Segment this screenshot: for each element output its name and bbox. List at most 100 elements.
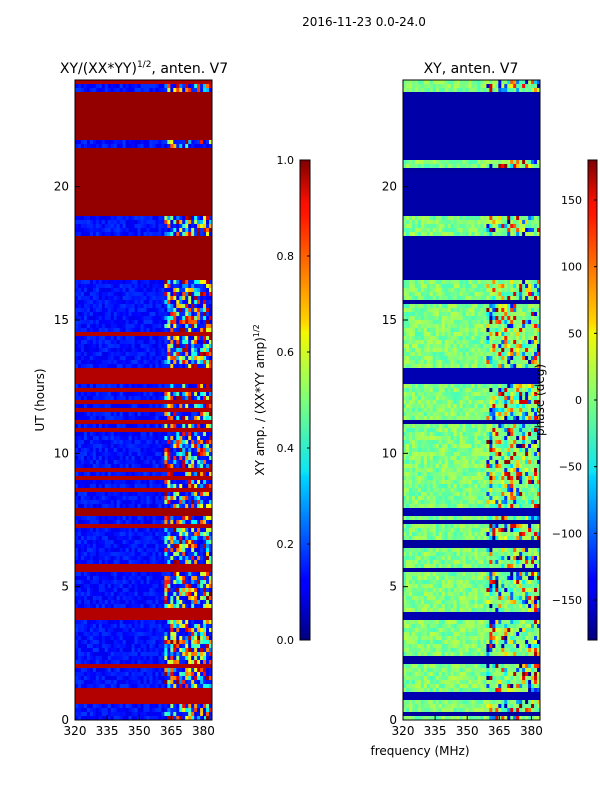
heatmap-cell (206, 480, 210, 485)
heatmap-cell (176, 164, 180, 169)
heatmap-cell (164, 444, 168, 449)
heatmap-cell (140, 468, 145, 473)
heatmap-cell (140, 388, 145, 393)
heatmap-cell (95, 500, 100, 505)
heatmap-cell (185, 132, 189, 137)
heatmap-cell (86, 88, 91, 93)
heatmap-cell (134, 316, 139, 321)
heatmap-cell (113, 496, 118, 501)
heatmap-cell (101, 140, 106, 145)
heatmap-cell (146, 372, 151, 377)
heatmap-cell (179, 196, 183, 201)
heatmap-cell (206, 312, 210, 317)
heatmap-cell (134, 424, 139, 429)
heatmap-cell (143, 432, 148, 437)
heatmap-cell (146, 292, 151, 297)
heatmap-cell (119, 372, 124, 377)
heatmap-cell (200, 492, 204, 497)
heatmap-cell (206, 256, 210, 261)
heatmap-cell (197, 400, 201, 405)
heatmap-cell (75, 216, 79, 221)
heatmap-cell (140, 392, 145, 397)
heatmap-cell (122, 256, 127, 261)
heatmap-cell (95, 284, 100, 289)
heatmap-cell (131, 364, 136, 369)
heatmap-cell (80, 184, 85, 189)
heatmap-cell (131, 256, 136, 261)
heatmap-cell (80, 336, 85, 341)
heatmap-cell (95, 260, 100, 265)
heatmap-cell (209, 172, 212, 177)
heatmap-cell (146, 400, 151, 405)
heatmap-cell (155, 132, 159, 137)
heatmap-cell (143, 272, 148, 277)
heatmap-cell (80, 452, 85, 457)
heatmap-cell (89, 408, 94, 413)
heatmap-cell (89, 324, 94, 329)
heatmap-cell (137, 472, 142, 477)
heatmap-cell (101, 200, 106, 205)
heatmap-cell (176, 396, 180, 401)
heatmap-cell (194, 368, 198, 373)
heatmap-cell (203, 400, 207, 405)
heatmap-cell (125, 172, 130, 177)
heatmap-cell (140, 476, 145, 481)
heatmap-cell (104, 116, 109, 121)
heatmap-cell (95, 140, 100, 145)
heatmap-cell (98, 308, 103, 313)
heatmap-cell (140, 172, 145, 177)
heatmap-cell (89, 116, 94, 121)
heatmap-cell (122, 308, 127, 313)
heatmap-cell (143, 184, 148, 189)
heatmap-cell (143, 264, 148, 269)
heatmap-cell (128, 128, 133, 133)
heatmap-cell (83, 444, 88, 449)
heatmap-cell (197, 396, 201, 401)
heatmap-cell (203, 492, 207, 497)
heatmap-cell (206, 104, 210, 109)
heatmap-cell (161, 128, 165, 133)
heatmap-cell (188, 320, 192, 325)
heatmap-cell (158, 508, 162, 513)
heatmap-cell (143, 176, 148, 181)
heatmap-cell (161, 112, 165, 117)
heatmap-cell (191, 464, 195, 469)
heatmap-cell (128, 476, 133, 481)
heatmap-cell (92, 196, 97, 201)
heatmap-cell (146, 208, 151, 213)
heatmap-cell (98, 376, 103, 381)
heatmap-cell (203, 280, 207, 285)
heatmap-cell (182, 284, 186, 289)
heatmap-cell (86, 264, 91, 269)
heatmap-cell (95, 432, 100, 437)
heatmap-cell (200, 192, 204, 197)
heatmap-cell (89, 424, 94, 429)
heatmap-cell (203, 192, 207, 197)
heatmap-cell (122, 180, 127, 185)
heatmap-cell (107, 320, 112, 325)
heatmap-cell (155, 372, 159, 377)
heatmap-cell (161, 252, 165, 257)
heatmap-cell (140, 80, 145, 85)
heatmap-cell (98, 300, 103, 305)
heatmap-cell (158, 348, 162, 353)
heatmap-cell (188, 368, 192, 373)
heatmap-cell (149, 168, 154, 173)
heatmap-cell (113, 480, 118, 485)
heatmap-cell (125, 200, 130, 205)
heatmap-cell (107, 84, 112, 89)
heatmap-cell (80, 104, 85, 109)
heatmap-cell (128, 364, 133, 369)
heatmap-cell (89, 476, 94, 481)
heatmap-cell (92, 140, 97, 145)
heatmap-cell (140, 496, 145, 501)
heatmap-cell (158, 260, 162, 265)
heatmap-cell (131, 92, 136, 97)
heatmap-cell (110, 188, 115, 193)
heatmap-cell (203, 380, 207, 385)
heatmap-cell (86, 312, 91, 317)
heatmap-cell (203, 248, 207, 253)
heatmap-cell (98, 328, 103, 333)
heatmap-cell (161, 308, 165, 313)
heatmap-cell (86, 340, 91, 345)
